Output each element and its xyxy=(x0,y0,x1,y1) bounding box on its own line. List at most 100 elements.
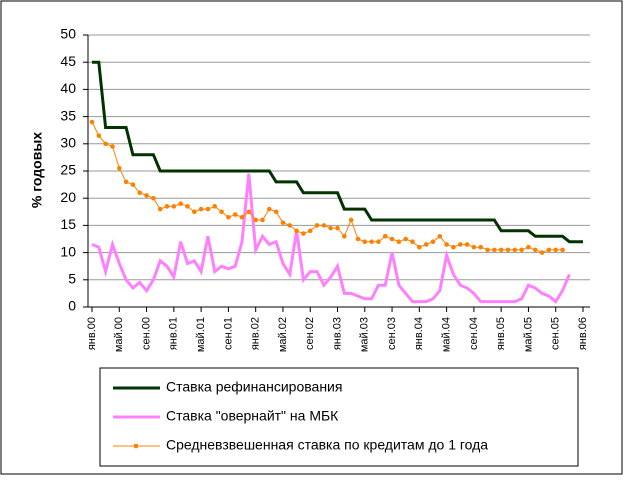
x-tick-label: янв.05 xyxy=(495,317,507,350)
point-marker xyxy=(464,242,470,247)
x-tick-label: сен.02 xyxy=(304,317,316,350)
point-marker xyxy=(212,204,218,209)
point-marker xyxy=(451,244,456,250)
point-marker xyxy=(294,228,299,234)
y-tick-label: 45 xyxy=(60,53,76,69)
point-marker xyxy=(116,165,122,171)
point-marker xyxy=(376,239,381,245)
point-marker xyxy=(287,223,293,228)
point-marker xyxy=(532,247,538,253)
y-tick-label: 5 xyxy=(68,271,76,287)
point-marker xyxy=(239,214,245,220)
point-marker xyxy=(260,217,265,223)
point-marker xyxy=(226,214,231,220)
point-marker xyxy=(369,239,374,245)
series-line xyxy=(92,60,583,244)
y-tick-label: 10 xyxy=(60,243,76,259)
x-tick-label: май.02 xyxy=(277,317,289,352)
x-tick-label: янв.06 xyxy=(577,317,589,350)
point-marker xyxy=(444,242,449,247)
point-marker xyxy=(335,225,340,231)
point-marker xyxy=(246,209,252,215)
y-tick-label: 40 xyxy=(60,80,76,96)
point-marker xyxy=(546,247,552,253)
y-tick-label: 50 xyxy=(60,26,76,42)
point-marker xyxy=(273,209,279,215)
point-marker xyxy=(348,217,354,223)
y-tick-label: 0 xyxy=(68,298,76,314)
point-marker xyxy=(232,212,238,217)
point-marker xyxy=(307,228,313,234)
x-tick-label: янв.03 xyxy=(331,317,343,350)
point-marker xyxy=(457,242,463,247)
point-marker xyxy=(342,233,347,239)
point-marker xyxy=(423,242,429,247)
point-marker xyxy=(389,236,395,242)
x-tick-label: май.03 xyxy=(359,317,371,352)
x-tick-label: сен.00 xyxy=(140,317,152,350)
point-marker xyxy=(417,244,422,250)
legend-label: Ставка "овернайт" на МБК xyxy=(166,408,339,424)
point-marker xyxy=(492,247,497,253)
point-marker xyxy=(328,225,333,231)
point-marker xyxy=(437,233,443,239)
point-marker xyxy=(137,190,143,196)
x-tick-label: сен.01 xyxy=(222,317,234,350)
point-marker xyxy=(144,193,149,198)
point-marker xyxy=(519,247,524,253)
point-marker xyxy=(219,209,224,215)
point-marker xyxy=(280,220,286,225)
point-marker xyxy=(123,179,129,185)
point-marker xyxy=(103,141,108,147)
x-tick-label: май.01 xyxy=(195,317,207,352)
x-tick-label: май.00 xyxy=(113,317,125,352)
point-marker xyxy=(185,204,190,209)
point-marker xyxy=(301,231,306,236)
point-marker xyxy=(498,247,504,253)
point-marker xyxy=(314,223,320,228)
x-tick-label: сен.03 xyxy=(386,317,398,350)
point-marker xyxy=(191,209,197,215)
point-marker xyxy=(539,250,545,255)
x-tick-label: сен.05 xyxy=(550,317,562,350)
point-marker xyxy=(430,239,436,245)
point-marker xyxy=(171,204,177,209)
point-marker xyxy=(89,119,95,125)
point-marker xyxy=(205,206,211,212)
point-marker xyxy=(321,223,327,228)
point-marker xyxy=(253,217,258,223)
point-marker xyxy=(478,244,484,250)
legend-marker xyxy=(133,443,139,449)
point-marker xyxy=(178,201,183,206)
legend-label: Средневзвешенная ставка по кредитам до 1… xyxy=(166,437,488,453)
point-marker xyxy=(130,182,136,187)
point-marker xyxy=(96,133,102,138)
point-marker xyxy=(485,247,490,253)
point-marker xyxy=(526,244,531,250)
point-marker xyxy=(382,233,388,239)
x-tick-label: янв.01 xyxy=(168,317,180,350)
x-tick-label: янв.04 xyxy=(413,317,425,350)
point-marker xyxy=(560,247,565,253)
point-marker xyxy=(553,247,559,253)
x-tick-label: май.04 xyxy=(441,317,453,352)
point-marker xyxy=(164,204,170,209)
point-marker xyxy=(471,244,477,250)
point-marker xyxy=(110,144,115,149)
y-tick-label: 35 xyxy=(60,107,76,123)
x-tick-label: янв.00 xyxy=(86,317,98,350)
point-marker xyxy=(355,236,361,242)
x-tick-label: май.05 xyxy=(522,317,534,352)
series-line xyxy=(91,121,563,254)
point-marker xyxy=(403,236,408,242)
point-marker xyxy=(396,239,402,245)
x-tick-label: янв.02 xyxy=(250,317,262,350)
point-marker xyxy=(157,206,163,212)
point-marker xyxy=(410,239,415,245)
y-tick-label: 20 xyxy=(60,189,76,205)
point-marker xyxy=(505,247,511,253)
point-marker xyxy=(512,247,518,253)
point-marker xyxy=(198,206,204,212)
y-tick-label: 30 xyxy=(60,135,76,151)
